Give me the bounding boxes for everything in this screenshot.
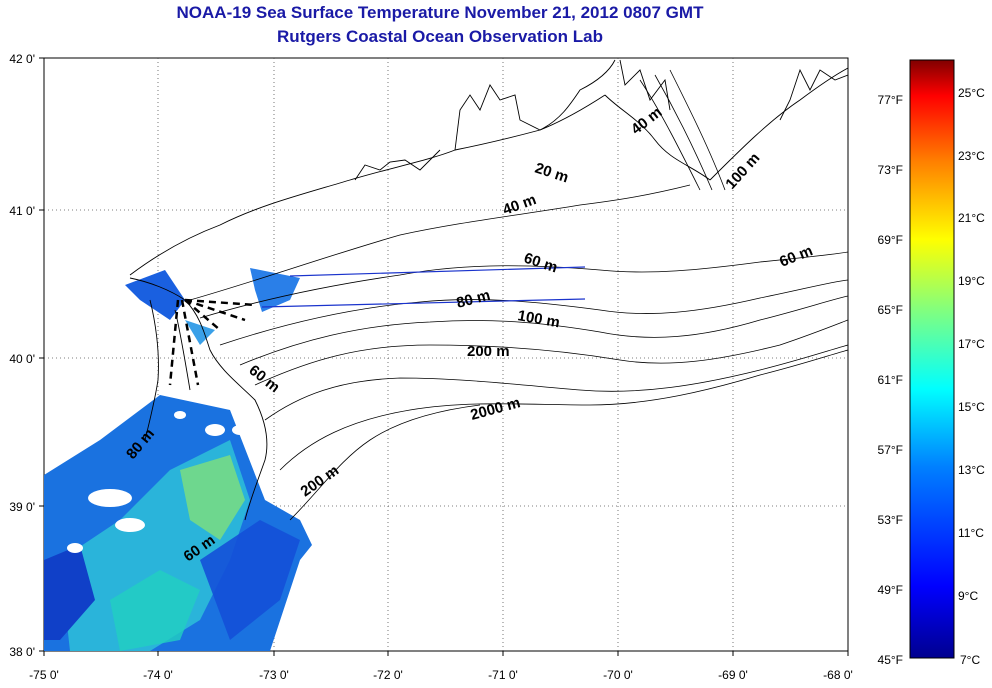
transect-lines <box>261 266 586 308</box>
y-tick-label: 40 0' <box>9 352 35 366</box>
colorbar-c-label: 13°C <box>958 463 985 477</box>
colorbar-f-label: 77°F <box>878 93 903 107</box>
coastline <box>129 59 848 521</box>
y-tick-label: 39 0' <box>9 500 35 514</box>
colorbar-f-label: 53°F <box>878 513 903 527</box>
colorbar-c-label: 15°C <box>958 400 985 414</box>
colorbar-f-label: 65°F <box>878 303 903 317</box>
colorbar-c-label: 11°C <box>958 526 984 540</box>
frame-ticks <box>39 57 849 656</box>
colorbar-f-label: 45°F <box>878 653 903 667</box>
colorbar-f-label: 61°F <box>878 373 903 387</box>
colorbar-c-label: 17°C <box>958 337 985 351</box>
colorbar-f-label: 57°F <box>878 443 903 457</box>
depth-label: 200 m <box>467 343 510 360</box>
map-title: NOAA-19 Sea Surface Temperature November… <box>176 3 704 22</box>
sst-swath <box>44 268 312 651</box>
x-tick-label: -75 0' <box>29 668 59 682</box>
x-tick-label: -68 0' <box>823 668 853 682</box>
colorbar-f-label: 73°F <box>878 163 903 177</box>
colorbar <box>909 59 955 659</box>
x-tick-label: -74 0' <box>143 668 173 682</box>
colorbar-celsius: 25°C 23°C 21°C 19°C 17°C 15°C 13°C 11°C … <box>958 86 985 667</box>
colorbar-f-label: 49°F <box>878 583 903 597</box>
y-tick-label: 41 0' <box>9 204 35 218</box>
x-tick-label: -73 0' <box>259 668 289 682</box>
colorbar-c-label: 21°C <box>958 211 985 225</box>
x-tick-label: -70 0' <box>603 668 633 682</box>
x-tick-label: -72 0' <box>373 668 403 682</box>
colorbar-c-label: 25°C <box>958 86 985 100</box>
x-tick-label: -69 0' <box>718 668 748 682</box>
colorbar-fahrenheit: 77°F 73°F 69°F 65°F 61°F 57°F 53°F 49°F … <box>878 93 903 667</box>
colorbar-c-label: 19°C <box>958 274 985 288</box>
colorbar-c-label: 23°C <box>958 149 985 163</box>
colorbar-c-label: 9°C <box>958 589 978 603</box>
shipping-lanes <box>168 298 256 386</box>
y-tick-label: 42 0' <box>9 52 35 66</box>
map-subtitle: Rutgers Coastal Ocean Observation Lab <box>277 27 603 46</box>
x-axis-labels: -75 0' -74 0' -73 0' -72 0' -71 0' -70 0… <box>29 668 853 682</box>
colorbar-c-label: 7°C <box>960 653 980 667</box>
y-tick-label: 38 0' <box>9 645 35 659</box>
x-tick-label: -71 0' <box>488 668 518 682</box>
y-axis-labels: 42 0' 41 0' 40 0' 39 0' 38 0' <box>9 52 35 659</box>
colorbar-f-label: 69°F <box>878 233 903 247</box>
